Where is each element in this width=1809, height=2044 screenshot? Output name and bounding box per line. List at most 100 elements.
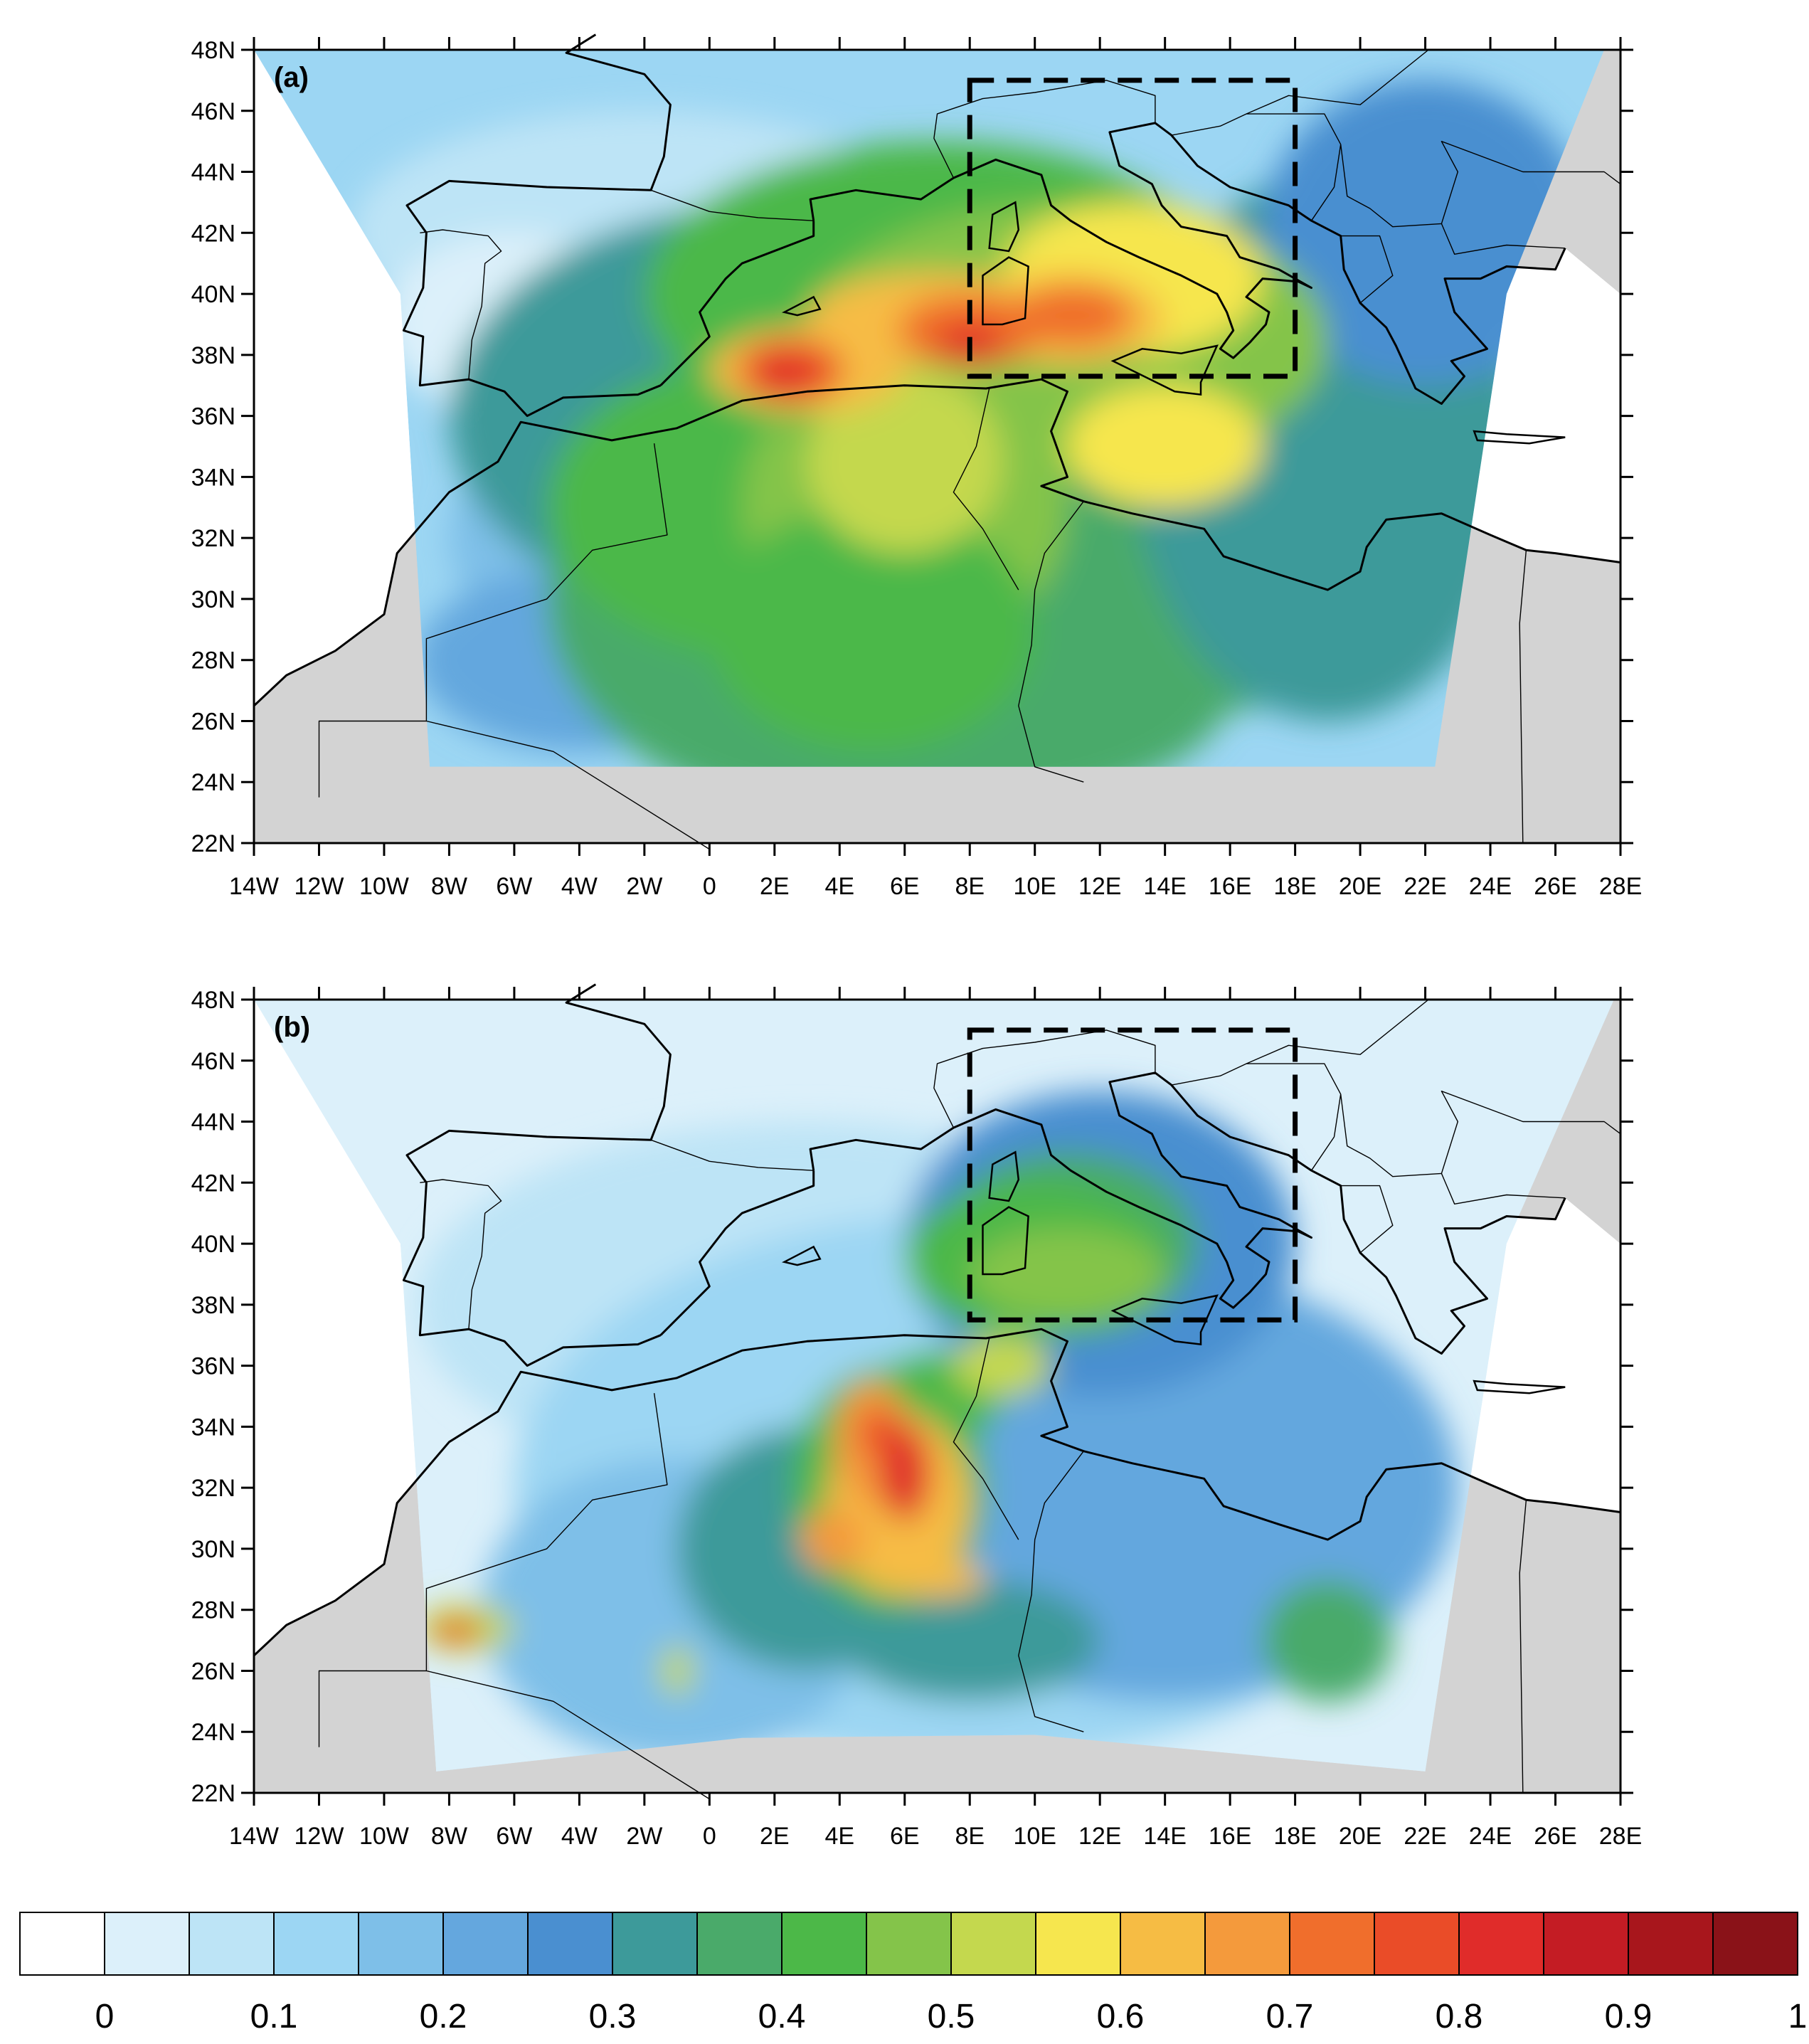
country-border <box>426 720 710 850</box>
country-border <box>1519 1500 1527 1794</box>
country-border <box>1246 999 1429 1064</box>
lat-tick-label: 26N <box>191 1658 235 1685</box>
lon-tick-label: 6E <box>890 1823 920 1850</box>
field-blob <box>859 1408 898 1458</box>
lon-tick-label: 16E <box>1209 873 1252 900</box>
coastline-balearic <box>781 295 822 317</box>
colorbar-swatch <box>1120 1912 1206 1976</box>
colorbar-swatch <box>189 1912 275 1976</box>
colorbar-swatch <box>1712 1912 1798 1976</box>
map-frame <box>253 998 1622 1794</box>
lon-tick-label: 14W <box>229 1823 279 1850</box>
coastline-crete <box>1473 430 1566 445</box>
lon-tick-label: 4W <box>561 1823 598 1850</box>
study-area-box <box>967 78 1298 379</box>
colorbar-swatch <box>273 1912 359 1976</box>
lon-tick-label: 20E <box>1339 1823 1382 1850</box>
country-border <box>1171 1063 1566 1204</box>
lon-tick-label: 2W <box>626 873 662 900</box>
lon-tick-label: 0 <box>703 873 716 900</box>
lon-tick-label: 4E <box>824 873 854 900</box>
lon-tick-label: 18E <box>1273 873 1317 900</box>
lat-tick-label: 42N <box>191 1170 235 1197</box>
panel-label: (a) <box>274 62 309 93</box>
lat-tick-label: 26N <box>191 708 235 735</box>
coastline-africa <box>253 1328 1621 1657</box>
map-panel-a: 48N 46N 44N 42N 40N 38N 36N 34N 32N 30N 28N 26N 24N 2… <box>191 33 1642 900</box>
lat-tick-label: 48N <box>191 987 235 1014</box>
colorbar-swatch <box>442 1912 529 1976</box>
country-border <box>420 1179 502 1330</box>
coastline-crete <box>1473 1380 1566 1394</box>
lon-tick-label: 22E <box>1404 873 1447 900</box>
country-border <box>425 443 668 669</box>
country-border <box>1171 113 1566 255</box>
country-border <box>318 669 428 798</box>
coastline-spain <box>659 1170 815 1336</box>
map-frame <box>253 48 1622 844</box>
lat-tick-label: 24N <box>191 769 235 796</box>
lat-tick-label: 38N <box>191 342 235 369</box>
lon-tick-label: 8W <box>431 873 467 900</box>
coastline-sardinia <box>982 256 1029 326</box>
colorbar-swatch <box>1543 1912 1629 1976</box>
coastline-sicily <box>1110 1294 1219 1346</box>
country-border <box>933 1029 1156 1128</box>
field-blob <box>839 1579 1100 1702</box>
country-border <box>318 1619 428 1747</box>
lon-tick-label: 26E <box>1534 873 1577 900</box>
coastline-corsica <box>988 1150 1020 1202</box>
colorbar-swatch <box>1458 1912 1544 1976</box>
panel-label: (b) <box>274 1012 310 1043</box>
lat-tick-label: 34N <box>191 1414 235 1441</box>
coastline-balearic <box>781 1245 822 1266</box>
colorbar-swatch <box>358 1912 444 1976</box>
coastline-iberia <box>402 983 672 1367</box>
field-blob <box>970 1228 1165 1320</box>
lon-tick-label: 10E <box>1013 1823 1056 1850</box>
country-border <box>425 1393 668 1619</box>
country-border <box>650 189 814 221</box>
colorbar-tick-label: 0.1 <box>250 1998 298 2035</box>
country-border <box>1310 1094 1342 1171</box>
lon-tick-label: 14E <box>1143 1823 1187 1850</box>
lat-tick-label: 36N <box>191 1353 235 1380</box>
coastline-corsica <box>988 201 1020 253</box>
lon-tick-label: 24E <box>1469 1823 1512 1850</box>
lon-tick-label: 20E <box>1339 873 1382 900</box>
colorbar-swatch <box>781 1912 867 1976</box>
country-border <box>1441 1090 1621 1174</box>
colorbar-tick-label: 0.2 <box>420 1998 467 2035</box>
country-border <box>1310 144 1342 221</box>
lat-tick-label: 30N <box>191 1536 235 1563</box>
field-layer <box>254 1000 1614 1772</box>
colorbar-tick-label: 0.6 <box>1097 1998 1145 2035</box>
lat-tick-label: 40N <box>191 281 235 308</box>
country-border <box>1519 550 1527 844</box>
lat-tick-label: 32N <box>191 525 235 552</box>
country-border <box>650 1139 814 1171</box>
colorbar-swatch <box>1374 1912 1460 1976</box>
lon-tick-label: 26E <box>1534 1823 1577 1850</box>
lon-tick-label: 28E <box>1599 1823 1643 1850</box>
colorbar-swatch <box>866 1912 952 1976</box>
field-blob <box>800 1509 866 1570</box>
colorbar-tick-label: 0.5 <box>928 1998 975 2035</box>
colorbar-swatch <box>1628 1912 1714 1976</box>
colorbar-tick-label: 0.3 <box>589 1998 637 2035</box>
country-border <box>420 229 502 380</box>
lon-tick-label: 10W <box>359 873 409 900</box>
colorbar-tick-label: 0.7 <box>1266 1998 1314 2035</box>
field-blob <box>1262 1579 1393 1702</box>
field-blob <box>429 1619 482 1643</box>
lon-tick-label: 14W <box>229 873 279 900</box>
coastline-africa <box>253 378 1621 707</box>
colorbar: 0 0.1 0.2 0.3 0.4 0.5 0.6 0.7 0.8 0.9 1 <box>19 1912 1807 2035</box>
coastline-europe <box>809 122 1566 405</box>
lon-tick-label: 18E <box>1273 1823 1317 1850</box>
lat-tick-label: 28N <box>191 647 235 674</box>
lon-tick-label: 2E <box>760 873 790 900</box>
field-blob <box>660 1646 694 1695</box>
lon-tick-label: 2E <box>760 1823 790 1850</box>
coastline-spain <box>659 221 815 386</box>
